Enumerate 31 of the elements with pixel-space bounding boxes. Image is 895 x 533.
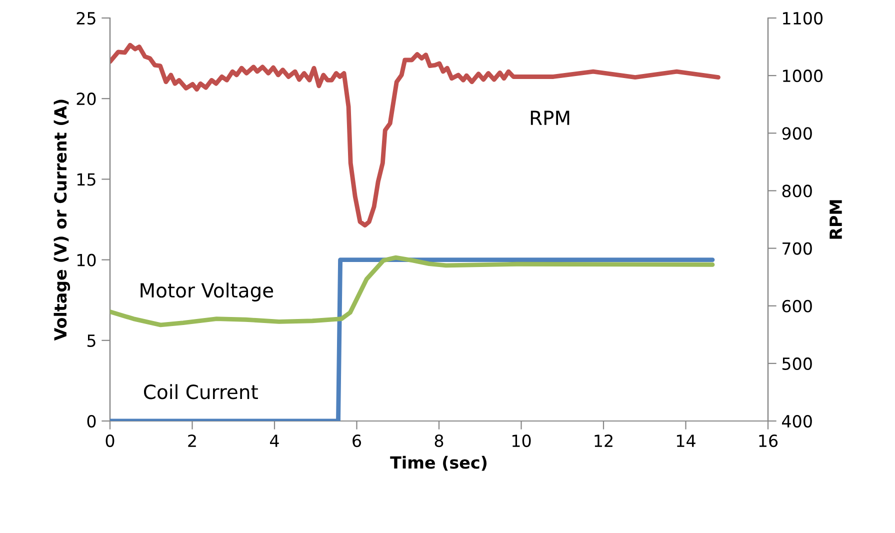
- x-tick-label: 16: [759, 434, 778, 448]
- y2-tick-label: 600: [782, 300, 812, 312]
- y2-tick-label: 1100: [783, 12, 823, 25]
- y2-tick-label: 900: [782, 127, 812, 140]
- y-tick-label: 10: [77, 254, 96, 266]
- y2-tick-label: 700: [782, 242, 812, 255]
- y2-tick-label: 800: [782, 184, 812, 198]
- line-series: [110, 42, 720, 228]
- x-tick-label: 6: [352, 434, 362, 448]
- series-label: Motor Voltage: [140, 282, 274, 302]
- line-series: [110, 255, 715, 328]
- y-tick-label: 5: [87, 334, 96, 347]
- y2-tick-label: 1000: [783, 70, 823, 82]
- x-tick-label: 12: [594, 434, 612, 447]
- x-tick-label: 8: [434, 434, 444, 448]
- y-tick-label: 25: [76, 12, 96, 25]
- y-tick-label: 0: [87, 414, 96, 428]
- x-tick-label: 4: [270, 434, 279, 447]
- y-axis-title: Voltage (V) or Current (A): [54, 100, 70, 341]
- series-label: Coil Current: [144, 384, 258, 400]
- y2-axis-title: RPM: [830, 200, 842, 239]
- y-tick-label: 20: [76, 92, 96, 106]
- x-tick-label: 10: [512, 434, 531, 448]
- y2-tick-label: 500: [782, 357, 812, 370]
- x-tick-label: 14: [676, 434, 696, 447]
- x-tick-label: 2: [188, 434, 196, 447]
- y2-tick-label: 400: [782, 414, 812, 428]
- x-tick-label: 0: [106, 434, 114, 448]
- series-label: RPM: [530, 110, 570, 125]
- y-tick-label: 15: [77, 173, 96, 186]
- x-axis-title: Time (sec): [390, 456, 487, 471]
